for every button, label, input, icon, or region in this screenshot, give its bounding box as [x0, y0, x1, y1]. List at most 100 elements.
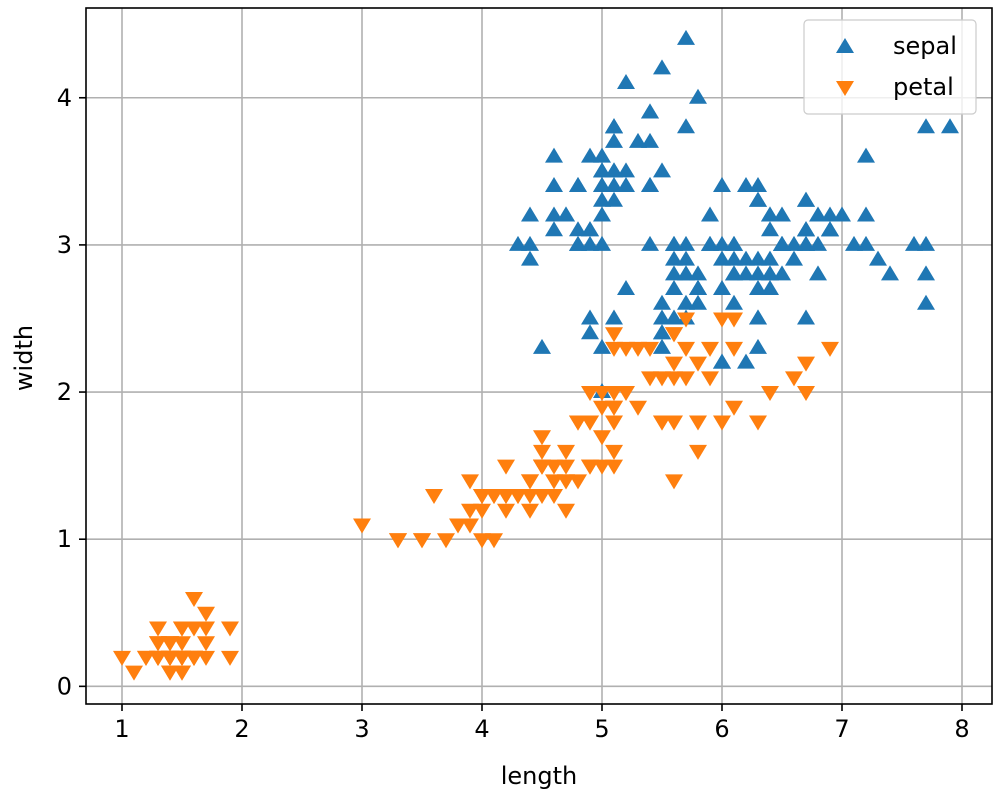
petal-point	[197, 621, 215, 637]
sepal-point	[605, 309, 623, 325]
sepal-point	[773, 206, 791, 222]
sepal-point	[737, 353, 755, 369]
sepal-point	[593, 206, 611, 222]
petal-point	[713, 415, 731, 431]
sepal-point	[725, 250, 743, 266]
petal-point	[149, 636, 167, 652]
sepal-point	[581, 147, 599, 163]
x-tick-label: 6	[714, 715, 729, 743]
petal-point	[413, 533, 431, 549]
sepal-point	[869, 250, 887, 266]
petal-point	[449, 518, 467, 534]
petal-point	[173, 636, 191, 652]
sepal-point	[749, 191, 767, 207]
petal-point	[605, 327, 623, 343]
petal-point	[605, 341, 623, 357]
petal-point	[149, 621, 167, 637]
sepal-point	[749, 177, 767, 193]
sepal-point	[701, 235, 719, 251]
sepal-point	[737, 250, 755, 266]
petal-point	[689, 444, 707, 460]
sepal-point	[713, 235, 731, 251]
petal-point	[713, 312, 731, 328]
sepal-point	[641, 177, 659, 193]
sepal-point	[581, 309, 599, 325]
petal-point	[749, 415, 767, 431]
petal-point	[533, 489, 551, 505]
sepal-point	[797, 235, 815, 251]
petal-point	[185, 621, 203, 637]
sepal-point	[617, 162, 635, 178]
petal-point	[677, 371, 695, 387]
petal-point	[149, 650, 167, 666]
sepal-point	[833, 206, 851, 222]
petal-point	[617, 341, 635, 357]
x-tick-label: 5	[594, 715, 609, 743]
sepal-point	[689, 294, 707, 310]
petal-point	[797, 386, 815, 402]
legend-marker-petal-icon	[836, 81, 854, 96]
sepal-point	[689, 265, 707, 281]
sepal-point	[749, 265, 767, 281]
sepal-point	[641, 103, 659, 119]
petal-point	[161, 650, 179, 666]
x-tick-label: 3	[354, 715, 369, 743]
petal-point	[665, 327, 683, 343]
sepal-point	[593, 338, 611, 354]
petal-point	[557, 503, 575, 519]
petal-point	[173, 621, 191, 637]
y-tick-label: 3	[57, 231, 72, 259]
petal-point	[605, 415, 623, 431]
petal-point	[557, 444, 575, 460]
sepal-point	[593, 235, 611, 251]
petal-point	[629, 400, 647, 416]
petal-point	[437, 533, 455, 549]
petal-point	[653, 371, 671, 387]
petal-point	[173, 650, 191, 666]
petal-point	[197, 650, 215, 666]
petal-point	[641, 371, 659, 387]
petal-point	[545, 459, 563, 475]
sepal-point	[761, 265, 779, 281]
petal-point	[533, 430, 551, 446]
petal-point	[461, 503, 479, 519]
petal-point	[461, 518, 479, 534]
sepal-point	[665, 265, 683, 281]
sepal-point	[809, 235, 827, 251]
sepal-point	[677, 118, 695, 134]
petal-point	[593, 386, 611, 402]
petal-point	[641, 341, 659, 357]
sepal-point	[761, 280, 779, 296]
sepal-point	[941, 118, 959, 134]
sepal-point	[761, 221, 779, 237]
sepal-point	[677, 250, 695, 266]
sepal-point	[581, 235, 599, 251]
sepal-point	[557, 206, 575, 222]
sepal-point	[653, 338, 671, 354]
petal-point	[689, 356, 707, 372]
sepal-point	[725, 265, 743, 281]
petal-point	[197, 606, 215, 622]
petal-point	[725, 400, 743, 416]
sepal-point	[653, 324, 671, 340]
petal-point	[629, 341, 647, 357]
petal-point	[113, 650, 131, 666]
sepal-point	[581, 221, 599, 237]
sepal-point	[593, 191, 611, 207]
petal-point	[593, 459, 611, 475]
sepal-point	[617, 280, 635, 296]
y-tick-label: 0	[57, 672, 72, 700]
x-tick-label: 4	[474, 715, 489, 743]
sepal-point	[617, 74, 635, 90]
x-axis: 1 2 3 4 5 6 7 8	[114, 704, 970, 743]
petal-point	[665, 415, 683, 431]
sepal-point	[749, 280, 767, 296]
legend-marker-sepal-icon	[836, 38, 854, 53]
x-tick-label: 2	[234, 715, 249, 743]
sepal-point	[677, 294, 695, 310]
petal-point	[785, 371, 803, 387]
sepal-point	[797, 191, 815, 207]
sepal-point	[533, 338, 551, 354]
petal-point	[581, 415, 599, 431]
